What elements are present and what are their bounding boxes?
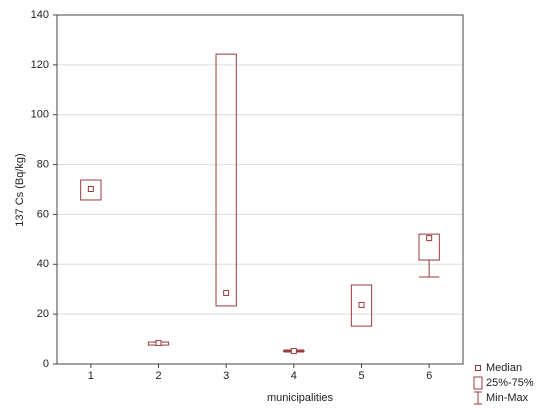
median — [290, 348, 297, 355]
legend-label: Median — [486, 362, 522, 374]
median — [87, 186, 94, 193]
median — [223, 289, 230, 296]
plot-frame — [56, 14, 464, 365]
median — [155, 340, 162, 347]
y-tick-label: 120 — [31, 59, 49, 71]
y-tick-label: 60 — [37, 208, 49, 220]
x-tick-label: 5 — [358, 370, 364, 382]
legend-median-icon — [475, 365, 481, 371]
y-tick-label: 0 — [43, 358, 49, 370]
x-tick-label: 4 — [291, 370, 297, 382]
y-tick-label: 40 — [37, 258, 49, 270]
y-tick-label: 140 — [31, 9, 49, 21]
legend-label: 25%-75% — [486, 377, 534, 389]
x-tick-label: 6 — [426, 370, 432, 382]
box — [418, 233, 440, 261]
x-tick-label: 2 — [155, 370, 161, 382]
y-tick-label: 80 — [37, 158, 49, 170]
y-axis-label: 137 Cs (Bq/kg) — [14, 153, 26, 226]
median — [426, 235, 433, 242]
x-tick-label: 3 — [223, 370, 229, 382]
legend-label: Min-Max — [486, 392, 529, 404]
y-tick-label: 20 — [37, 308, 49, 320]
box — [80, 179, 102, 201]
x-tick-label: 1 — [88, 370, 94, 382]
box — [215, 53, 237, 307]
box — [350, 284, 373, 327]
legend-box-icon — [473, 376, 483, 390]
median — [358, 301, 365, 308]
y-tick-label: 100 — [31, 109, 49, 121]
x-axis-label: municipalities — [267, 392, 334, 404]
